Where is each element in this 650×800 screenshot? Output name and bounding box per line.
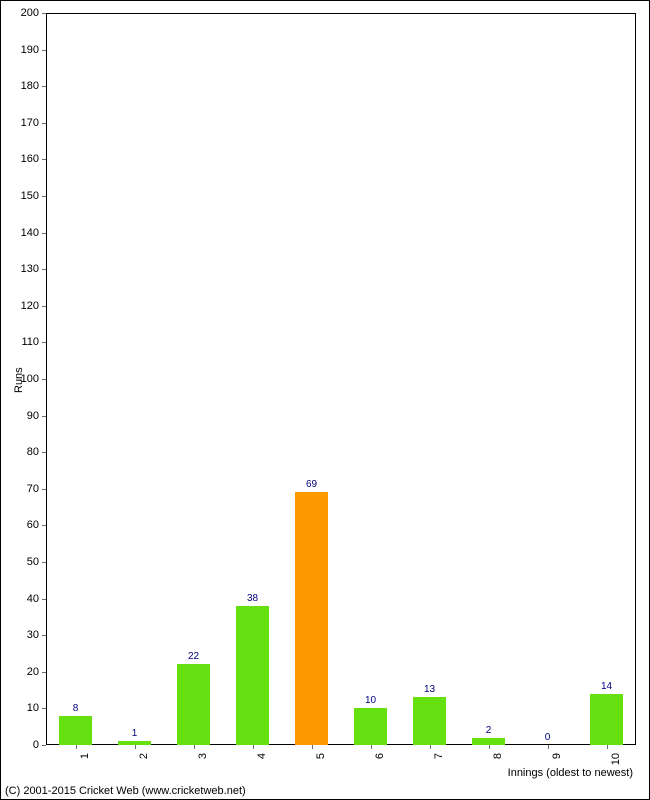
x-tick-mark	[607, 745, 608, 749]
x-tick-mark	[253, 745, 254, 749]
x-tick-mark	[135, 745, 136, 749]
copyright-text: (C) 2001-2015 Cricket Web (www.cricketwe…	[5, 785, 246, 797]
y-tick-mark	[42, 233, 46, 234]
bar-value-label: 69	[306, 479, 317, 490]
bar-value-label: 0	[545, 732, 551, 743]
y-tick-label: 10	[1, 702, 39, 714]
x-tick-label: 6	[374, 753, 386, 793]
y-tick-label: 60	[1, 519, 39, 531]
bar	[472, 738, 505, 745]
y-tick-label: 170	[1, 117, 39, 129]
y-tick-mark	[42, 452, 46, 453]
plot-area	[46, 13, 636, 745]
y-tick-label: 80	[1, 446, 39, 458]
x-tick-label: 5	[315, 753, 327, 793]
y-tick-label: 90	[1, 410, 39, 422]
bar-value-label: 13	[424, 684, 435, 695]
y-tick-mark	[42, 672, 46, 673]
y-tick-mark	[42, 196, 46, 197]
y-tick-label: 110	[1, 336, 39, 348]
x-tick-mark	[371, 745, 372, 749]
y-tick-mark	[42, 489, 46, 490]
bar	[590, 694, 623, 745]
y-tick-mark	[42, 599, 46, 600]
bar	[354, 708, 387, 745]
x-tick-label: 4	[256, 753, 268, 793]
bar-value-label: 14	[601, 681, 612, 692]
x-tick-mark	[430, 745, 431, 749]
y-tick-mark	[42, 635, 46, 636]
y-tick-mark	[42, 562, 46, 563]
y-tick-mark	[42, 745, 46, 746]
y-tick-label: 140	[1, 227, 39, 239]
y-tick-mark	[42, 708, 46, 709]
bar-value-label: 38	[247, 593, 258, 604]
y-tick-mark	[42, 269, 46, 270]
y-tick-mark	[42, 159, 46, 160]
y-tick-mark	[42, 123, 46, 124]
y-tick-label: 160	[1, 153, 39, 165]
x-tick-label: 7	[433, 753, 445, 793]
bar-value-label: 8	[73, 703, 79, 714]
x-tick-mark	[548, 745, 549, 749]
chart-frame: 0102030405060708090100110120130140150160…	[0, 0, 650, 800]
y-tick-label: 180	[1, 80, 39, 92]
y-tick-label: 50	[1, 556, 39, 568]
y-tick-label: 120	[1, 300, 39, 312]
x-tick-mark	[489, 745, 490, 749]
y-axis-label: Runs	[13, 367, 25, 393]
bar	[118, 741, 151, 745]
bar-value-label: 10	[365, 695, 376, 706]
x-tick-mark	[194, 745, 195, 749]
x-tick-label: 8	[492, 753, 504, 793]
x-tick-mark	[76, 745, 77, 749]
y-tick-label: 0	[1, 739, 39, 751]
bar	[177, 664, 210, 745]
bar	[59, 716, 92, 745]
y-tick-mark	[42, 86, 46, 87]
y-tick-label: 70	[1, 483, 39, 495]
x-axis-label: Innings (oldest to newest)	[508, 767, 633, 779]
bar-value-label: 22	[188, 651, 199, 662]
y-tick-label: 40	[1, 593, 39, 605]
bar-value-label: 2	[486, 725, 492, 736]
y-tick-label: 150	[1, 190, 39, 202]
y-tick-mark	[42, 379, 46, 380]
y-tick-mark	[42, 50, 46, 51]
bar-value-label: 1	[132, 728, 138, 739]
y-tick-label: 190	[1, 44, 39, 56]
y-tick-label: 30	[1, 629, 39, 641]
y-tick-label: 200	[1, 7, 39, 19]
y-tick-mark	[42, 342, 46, 343]
y-tick-mark	[42, 13, 46, 14]
y-tick-mark	[42, 306, 46, 307]
bar	[295, 492, 328, 745]
y-tick-label: 20	[1, 666, 39, 678]
y-tick-mark	[42, 525, 46, 526]
bar	[236, 606, 269, 745]
x-tick-mark	[312, 745, 313, 749]
bar	[413, 697, 446, 745]
y-tick-label: 130	[1, 263, 39, 275]
y-tick-mark	[42, 416, 46, 417]
